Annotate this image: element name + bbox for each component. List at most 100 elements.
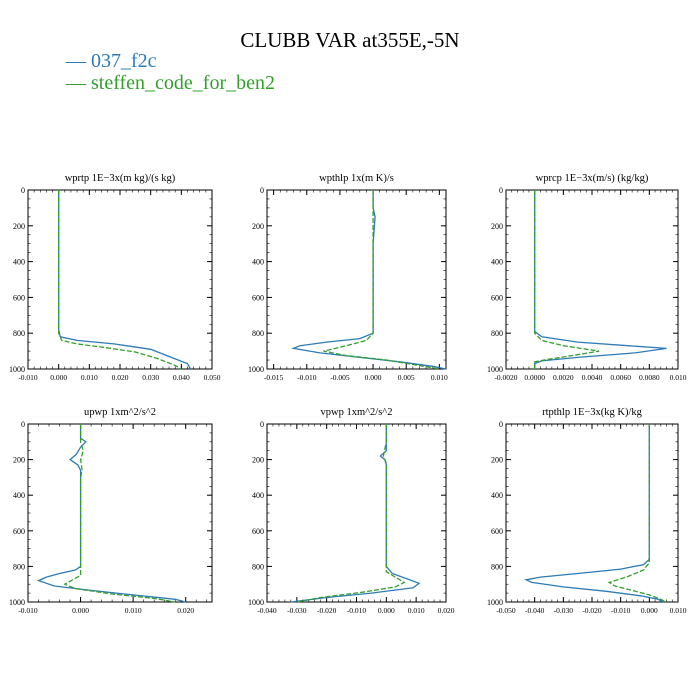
series-line-1 [58,190,192,370]
plot-title: wprcp 1E−3x(m/s) (kg/kg) [536,173,649,184]
y-tick-label: 600 [491,527,503,536]
y-tick-label: 600 [491,293,503,302]
legend-entry-1: — 037_f2c [66,50,157,72]
series-line-1 [523,424,664,603]
x-tick-label: -0.020 [317,606,337,615]
x-tick-label: 0.000 [365,373,382,382]
plot-frame [266,423,447,603]
y-tick-label: 1000 [248,598,264,607]
x-tick-label: -0.040 [257,606,277,615]
y-tick-label: 400 [491,258,503,267]
plot-frame [27,189,213,370]
x-tick-label: -0.010 [18,373,38,382]
plot-frame [27,423,213,603]
x-tick-label: 0.030 [142,373,159,382]
plot-title: wpthlp 1x(m K)/s [319,173,394,184]
y-tick-label: 1000 [248,365,264,374]
x-tick-label: 0.020 [112,373,129,382]
y-tick-label: 0 [499,420,503,429]
x-tick-label: 0.0080 [639,373,660,382]
x-tick-label: 0.040 [173,373,190,382]
y-tick-label: 200 [491,456,503,465]
x-tick-label: -0.020 [582,606,602,615]
y-tick-label: 800 [491,562,503,571]
y-tick-label: 0 [260,420,264,429]
y-tick-label: 600 [252,293,264,302]
series-line-2 [323,190,440,370]
y-tick-label: 800 [252,329,264,338]
x-tick-label: 0.000 [72,606,89,615]
plot-frame [505,189,679,370]
series-line-1 [291,190,447,370]
plot-title: vpwp 1xm^2/s^2 [321,407,393,418]
x-tick-label: -0.040 [525,606,545,615]
page-title: CLUBB VAR at355E,-5N [240,28,460,52]
plot-title: upwp 1xm^2/s^2 [84,407,156,418]
x-tick-label: 0.0060 [610,373,631,382]
y-tick-label: 1000 [9,365,25,374]
y-tick-label: 800 [252,562,264,571]
plot-frame [505,423,679,603]
y-tick-label: 200 [491,222,503,231]
series-line-2 [296,424,406,603]
x-tick-label: -0.010 [297,373,317,382]
x-tick-label: -0.005 [330,373,350,382]
x-tick-label: -0.030 [554,606,574,615]
y-tick-label: 400 [491,491,503,500]
y-tick-label: 1000 [487,598,503,607]
x-tick-label: 0.0020 [553,373,574,382]
y-tick-label: 600 [13,293,25,302]
plot-title: rtpthlp 1E−3x(kg K)/kg [542,407,643,418]
y-tick-label: 800 [13,562,25,571]
series-line-2 [534,190,600,369]
x-tick-label: -0.030 [287,606,307,615]
x-tick-label: -0.015 [264,373,284,382]
series-line-2 [63,424,176,603]
x-tick-label: -0.010 [18,606,38,615]
series-line-1 [36,424,186,603]
x-tick-label: -0.010 [347,606,367,615]
series-line-1 [290,424,421,603]
x-tick-label: -0.0020 [494,373,517,382]
x-tick-label: 0.010 [125,606,142,615]
y-tick-label: 200 [252,456,264,465]
y-tick-label: 600 [252,527,264,536]
y-tick-label: 800 [13,329,25,338]
x-tick-label: -0.010 [611,606,631,615]
x-tick-label: 0.010 [431,373,448,382]
y-tick-label: 0 [499,186,503,195]
y-tick-label: 0 [260,186,264,195]
x-tick-label: 0.020 [438,606,455,615]
x-tick-label: 0.0040 [582,373,603,382]
series-line-2 [607,424,667,603]
plot-frame [266,189,447,370]
x-tick-label: 0.010 [670,373,687,382]
x-tick-label: -0.050 [496,606,516,615]
y-tick-label: 200 [252,222,264,231]
x-tick-label: 0.000 [50,373,67,382]
x-tick-label: 0.010 [81,373,98,382]
x-tick-label: 0.020 [177,606,194,615]
y-tick-label: 1000 [9,598,25,607]
y-tick-label: 200 [13,456,25,465]
y-tick-label: 400 [13,258,25,267]
x-tick-label: 0.010 [408,606,425,615]
y-tick-label: 200 [13,222,25,231]
y-tick-label: 0 [21,186,25,195]
x-tick-label: 0.0000 [524,373,545,382]
x-tick-label: 0.050 [204,373,221,382]
series-line-1 [534,190,667,369]
x-tick-label: 0.010 [670,606,687,615]
series-line-2 [58,190,182,370]
y-tick-label: 600 [13,527,25,536]
y-tick-label: 400 [13,491,25,500]
plot-title: wprtp 1E−3x(m kg)/(s kg) [65,173,176,184]
y-tick-label: 400 [252,258,264,267]
x-tick-label: 0.000 [378,606,395,615]
y-tick-label: 0 [21,420,25,429]
y-tick-label: 800 [491,329,503,338]
x-tick-label: 0.005 [398,373,415,382]
y-tick-label: 1000 [487,365,503,374]
y-tick-label: 400 [252,491,264,500]
